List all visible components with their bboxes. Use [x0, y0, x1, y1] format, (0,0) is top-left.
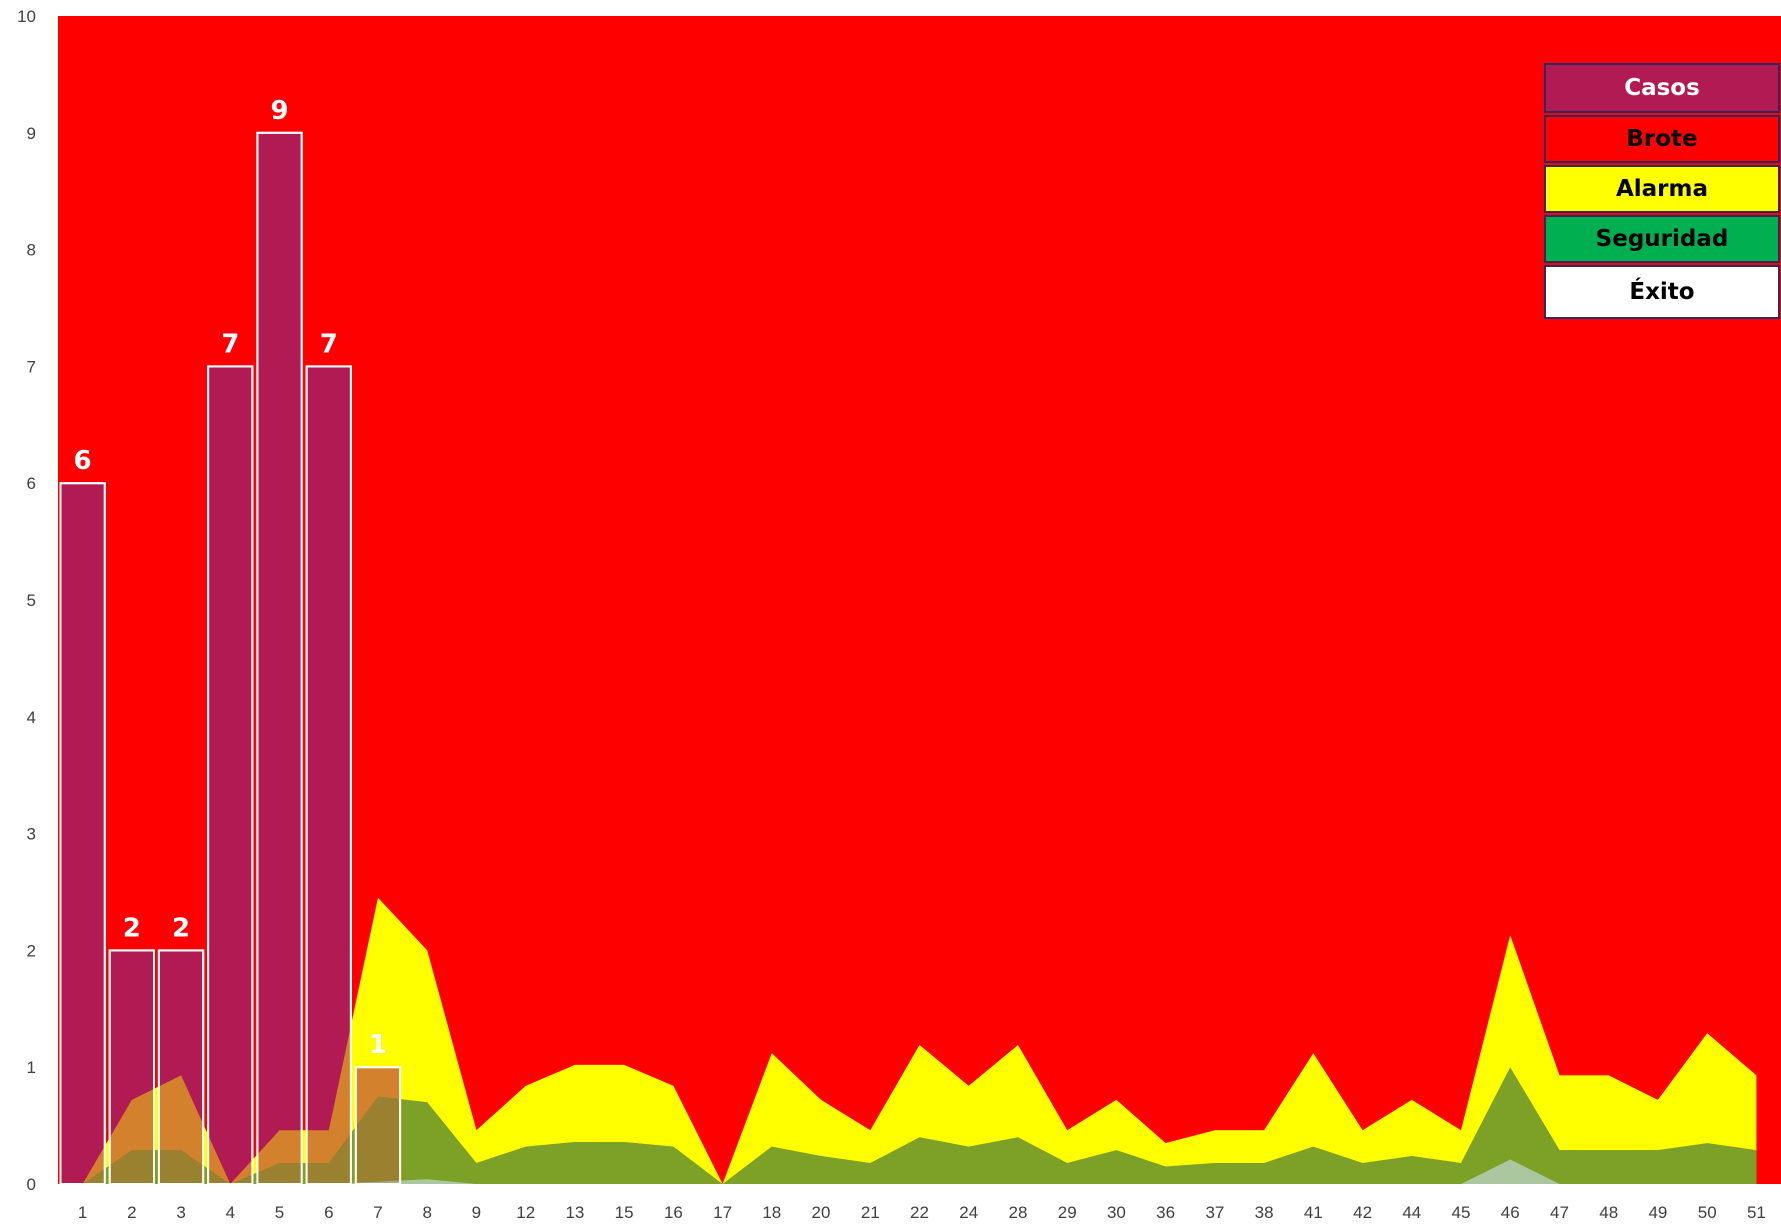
x-tick-label: 5	[275, 1203, 284, 1222]
legend-item-brote: Brote	[1544, 115, 1780, 163]
bar-outline	[207, 365, 254, 1185]
area-alarma	[82, 897, 1757, 1184]
casos-bars	[59, 131, 402, 1186]
data-label: 2	[172, 913, 190, 943]
data-label: 2	[123, 913, 141, 943]
legend-label: Casos	[1624, 75, 1700, 101]
x-tick-label: 18	[762, 1203, 781, 1222]
bar-casos	[256, 131, 303, 1185]
x-tick-label: 42	[1353, 1203, 1372, 1222]
x-tick-label: 3	[176, 1203, 185, 1222]
x-tick-label: 22	[910, 1203, 929, 1222]
data-label: 9	[270, 96, 288, 126]
x-tick-label: 28	[1009, 1203, 1028, 1222]
x-tick-label: 51	[1747, 1203, 1766, 1222]
x-tick-label: 6	[324, 1203, 333, 1222]
y-tick-label: 7	[27, 357, 36, 376]
x-tick-label: 37	[1205, 1203, 1224, 1222]
y-tick-label: 1	[27, 1058, 36, 1077]
y-tick-label: 0	[27, 1175, 36, 1194]
x-tick-label: 15	[615, 1203, 634, 1222]
x-tick-label: 49	[1648, 1203, 1667, 1222]
y-tick-label: 9	[27, 124, 36, 143]
x-tick-label: 20	[812, 1203, 831, 1222]
x-tick-label: 8	[422, 1203, 431, 1222]
legend-label: Seguridad	[1595, 226, 1729, 252]
area-seguridad	[82, 1067, 1757, 1184]
x-tick-label: 12	[516, 1203, 535, 1222]
x-tick-label: 36	[1156, 1203, 1175, 1222]
legend-item-casos: Casos	[1544, 63, 1780, 113]
y-tick-label: 6	[27, 474, 36, 493]
x-tick-label: 48	[1599, 1203, 1618, 1222]
y-tick-label: 8	[27, 241, 36, 260]
x-tick-label: 41	[1304, 1203, 1323, 1222]
y-tick-label: 3	[27, 825, 36, 844]
legend-item-seguridad: Seguridad	[1544, 215, 1780, 263]
bar-outline	[59, 482, 106, 1185]
bar-outline	[157, 949, 205, 1186]
x-tick-label: 50	[1698, 1203, 1717, 1222]
x-tick-label: 2	[127, 1203, 136, 1222]
overlay-alarma	[82, 897, 1757, 1184]
x-tick-label: 44	[1402, 1203, 1421, 1222]
bar-overlay-areas	[59, 131, 1757, 1186]
x-tick-label: 4	[226, 1203, 235, 1222]
bar-outline	[256, 131, 303, 1185]
legend-label: Alarma	[1615, 176, 1709, 202]
x-tick-label: 46	[1501, 1203, 1520, 1222]
x-tick-label: 7	[373, 1203, 382, 1222]
data-label: 1	[369, 1030, 387, 1060]
x-tick-label: 1	[78, 1203, 87, 1222]
legend-label: Brote	[1626, 126, 1698, 152]
x-tick-label: 17	[713, 1203, 732, 1222]
data-label: 7	[221, 329, 239, 359]
data-label: 7	[320, 329, 338, 359]
legend-label: Éxito	[1629, 279, 1695, 305]
threshold-areas	[82, 897, 1757, 1184]
bar-outline	[354, 1066, 402, 1185]
bar-casos	[207, 365, 254, 1185]
legend-item-alarma: Alarma	[1544, 165, 1780, 213]
data-labels: 6 2 2 7 9 7 1	[74, 96, 387, 1060]
y-tick-label: 5	[27, 591, 36, 610]
x-tick-label: 38	[1255, 1203, 1274, 1222]
x-tick-label: 29	[1058, 1203, 1077, 1222]
y-tick-label: 10	[17, 7, 36, 26]
bar-outline	[108, 949, 155, 1186]
x-tick-label: 13	[565, 1203, 584, 1222]
x-axis-ticks: 1 2 3 4 5 6 7 8 9 12 13 15 16 17 18 20 21 22 24 28 29 30 36 37 3…	[78, 1203, 1766, 1222]
x-tick-label: 9	[472, 1203, 481, 1222]
x-tick-label: 47	[1550, 1203, 1569, 1222]
y-axis-ticks: 0 1 2 3 4 5 6 7 8 9 10	[17, 7, 36, 1194]
x-tick-label: 21	[861, 1203, 880, 1222]
data-label: 6	[74, 446, 92, 476]
bar-outline	[305, 365, 352, 1185]
x-tick-label: 45	[1452, 1203, 1471, 1222]
x-tick-label: 24	[959, 1203, 978, 1222]
y-tick-label: 2	[27, 941, 36, 960]
y-tick-label: 4	[27, 708, 36, 727]
overlay-seguridad	[82, 1067, 1757, 1184]
x-tick-label: 16	[664, 1203, 683, 1222]
legend: Casos Brote Alarma Seguridad Éxito	[1544, 63, 1780, 321]
x-tick-label: 30	[1107, 1203, 1126, 1222]
bar-casos	[59, 482, 106, 1185]
legend-item-exito: Éxito	[1544, 265, 1780, 319]
